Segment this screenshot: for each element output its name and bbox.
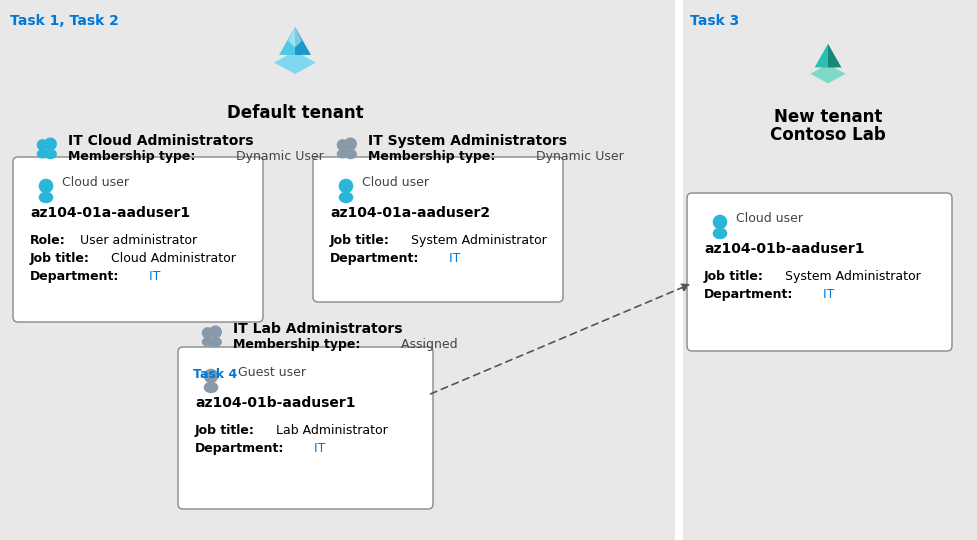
Text: Job title:: Job title: — [30, 252, 90, 265]
Text: IT Cloud Administrators: IT Cloud Administrators — [68, 134, 253, 148]
Circle shape — [339, 179, 353, 193]
Text: Job title:: Job title: — [194, 424, 255, 437]
Ellipse shape — [37, 150, 48, 158]
Text: System Administrator: System Administrator — [781, 270, 920, 283]
FancyBboxPatch shape — [178, 347, 433, 509]
Text: Job title:: Job title: — [329, 234, 390, 247]
Text: Task 3: Task 3 — [690, 14, 739, 28]
Text: IT: IT — [819, 288, 833, 301]
Text: Cloud user: Cloud user — [62, 176, 129, 189]
Text: IT: IT — [146, 270, 160, 283]
Circle shape — [204, 369, 217, 383]
Text: Membership type:: Membership type: — [233, 338, 360, 351]
Text: Lab Administrator: Lab Administrator — [272, 424, 388, 437]
Text: New tenant: New tenant — [773, 108, 881, 126]
Text: Membership type:: Membership type: — [68, 150, 195, 163]
FancyBboxPatch shape — [13, 157, 263, 322]
Circle shape — [712, 215, 726, 228]
Text: Guest user: Guest user — [237, 366, 306, 379]
FancyBboxPatch shape — [686, 193, 951, 351]
Text: Task 1, Task 2: Task 1, Task 2 — [10, 14, 119, 28]
Polygon shape — [295, 27, 311, 55]
Text: Department:: Department: — [30, 270, 119, 283]
Text: IT: IT — [310, 442, 325, 455]
Text: IT System Administrators: IT System Administrators — [367, 134, 567, 148]
Circle shape — [337, 140, 348, 150]
FancyBboxPatch shape — [674, 0, 682, 540]
Text: Membership type:: Membership type: — [367, 150, 495, 163]
Polygon shape — [828, 44, 840, 68]
Circle shape — [37, 140, 48, 150]
Polygon shape — [810, 64, 845, 84]
Text: Cloud Administrator: Cloud Administrator — [107, 252, 235, 265]
Ellipse shape — [712, 228, 726, 239]
Ellipse shape — [339, 192, 353, 202]
Text: Cloud user: Cloud user — [361, 176, 429, 189]
Text: Job title:: Job title: — [703, 270, 763, 283]
Text: az104-01b-aaduser1: az104-01b-aaduser1 — [703, 242, 864, 256]
Text: IT: IT — [445, 252, 460, 265]
Circle shape — [39, 179, 53, 193]
Text: az104-01b-aaduser1: az104-01b-aaduser1 — [194, 396, 355, 410]
Text: Task 4: Task 4 — [192, 368, 237, 381]
Ellipse shape — [209, 338, 221, 347]
Text: Role:: Role: — [30, 234, 65, 247]
Text: Dynamic User: Dynamic User — [531, 150, 623, 163]
Ellipse shape — [45, 150, 56, 159]
Ellipse shape — [39, 192, 53, 202]
Ellipse shape — [344, 150, 356, 159]
Text: Department:: Department: — [329, 252, 419, 265]
Text: User administrator: User administrator — [76, 234, 197, 247]
FancyBboxPatch shape — [0, 0, 674, 540]
Circle shape — [209, 326, 221, 338]
Polygon shape — [274, 51, 316, 74]
Text: System Administrator: System Administrator — [406, 234, 546, 247]
Text: Department:: Department: — [194, 442, 284, 455]
FancyBboxPatch shape — [313, 157, 563, 302]
Text: az104-01a-aaduser1: az104-01a-aaduser1 — [30, 206, 190, 220]
FancyBboxPatch shape — [682, 0, 977, 540]
Ellipse shape — [204, 382, 217, 393]
Circle shape — [45, 138, 56, 150]
Text: Cloud user: Cloud user — [736, 212, 802, 225]
Polygon shape — [288, 27, 302, 48]
Polygon shape — [278, 27, 295, 55]
Text: IT Lab Administrators: IT Lab Administrators — [233, 322, 403, 336]
Circle shape — [202, 328, 213, 338]
Text: Contoso Lab: Contoso Lab — [769, 126, 885, 144]
Polygon shape — [814, 44, 828, 68]
Ellipse shape — [337, 150, 348, 158]
Text: Dynamic User: Dynamic User — [233, 150, 323, 163]
Circle shape — [344, 138, 356, 150]
Text: Default tenant: Default tenant — [227, 104, 362, 122]
Ellipse shape — [202, 338, 213, 346]
Text: az104-01a-aaduser2: az104-01a-aaduser2 — [329, 206, 489, 220]
Text: Department:: Department: — [703, 288, 792, 301]
Text: Assigned: Assigned — [397, 338, 457, 351]
